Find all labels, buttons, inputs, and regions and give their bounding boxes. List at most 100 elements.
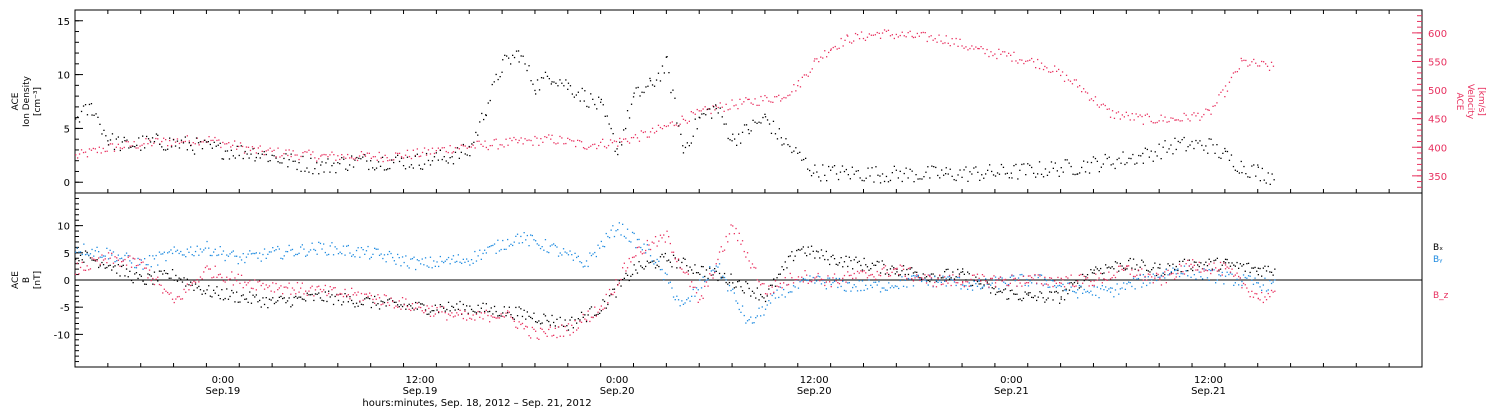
by-series-point [883,287,885,289]
velocity-series-point [292,150,294,152]
by-series-point [306,254,308,256]
bx-series-point [298,296,300,298]
bx-series-point [1109,267,1112,269]
bx-series-point [513,318,515,320]
density-series-point [616,148,618,150]
density-series-point [1241,172,1243,174]
bz-series-point [459,309,461,311]
velocity-series-point [115,146,117,148]
density-series-point [452,163,455,165]
velocity-series-point [733,105,735,107]
velocity-series-point [605,147,608,149]
bz-series-point [513,320,515,322]
density-series-point [973,167,975,169]
velocity-series-point [586,148,588,150]
by-series-point [1101,285,1103,287]
velocity-series-point [283,153,285,155]
by-series-point [421,258,423,260]
bz-series-point [786,284,788,286]
by-series-point [272,247,274,249]
density-series-point [211,147,213,149]
bz-series-point [139,258,141,261]
bz-series-point [707,285,709,287]
velocity-series-point [1259,65,1261,67]
x-tick-time: 12:00 [406,375,435,386]
density-series-point [1216,144,1218,146]
velocity-series-point [1013,51,1015,53]
bx-series-point [433,310,435,312]
bz-series-point [477,310,479,313]
velocity-series-point [1199,119,1201,121]
by-series-point [122,259,124,261]
by-series-point [1241,284,1243,287]
by-series-point [1078,284,1080,287]
velocity-series-point [1135,113,1137,115]
bx-series-point [730,273,732,275]
by-series-point [600,240,602,243]
velocity-series-point [787,94,789,97]
bz-series-point [1009,282,1011,284]
bx-series-point [162,273,164,275]
velocity-series-point [82,151,85,154]
bz-series-point [761,283,763,285]
bx-series-point [474,311,476,313]
density-series-point [670,91,672,94]
velocity-series-point [694,113,696,115]
velocity-series-point [96,151,98,154]
by-series-point [416,259,418,261]
velocity-series-point [224,143,226,145]
bx-series-point [1246,263,1248,265]
bz-series-point [199,276,202,278]
bz-series-point [130,266,133,268]
density-series-point [176,140,179,142]
bz-series-point [704,285,706,287]
bx-series-point [355,302,358,304]
by-series-point [1264,277,1266,279]
bx-series-point [142,280,144,282]
bx-series-point [824,258,826,261]
density-series-point [745,124,748,126]
bx-series-point [324,291,326,293]
density-series-point [715,104,717,106]
density-series-point [321,161,323,163]
by-series-point [737,302,739,304]
density-series-point [513,56,516,59]
by-series-point [830,283,832,286]
bz-series-point [1017,279,1020,281]
bz-series-point [1172,272,1174,275]
by-series-point [1065,290,1067,292]
by-series-point [1160,275,1163,277]
bx-series-point [1155,274,1158,277]
bx-series-point [898,275,900,277]
bz-series-point [369,292,371,294]
bz-series-point [850,274,852,276]
velocity-series-point [774,96,776,98]
by-series-point [451,258,453,260]
by-series-point [405,255,407,257]
velocity-series-point [1146,113,1148,115]
bx-series-point [372,301,374,304]
by-series-point [801,280,803,282]
density-series-point [723,123,725,125]
velocity-series-point [230,146,232,148]
bz-series-point [564,325,566,328]
bx-series-point [122,264,124,266]
bz-series-point [84,269,87,271]
density-series-point [959,169,961,171]
by-series-point [654,261,657,264]
by-series-point [365,250,368,252]
density-series-point [360,158,362,160]
by-series-point [1198,271,1200,273]
density-series-point [841,165,844,167]
bx-series-point [921,278,923,280]
bx-series-point [206,289,208,291]
by-series-point [1131,285,1133,288]
density-series-point [839,171,842,173]
bx-series-point [263,303,266,306]
bz-series-point [638,246,640,248]
velocity-series-point [188,140,190,142]
bz-series-point [1045,283,1048,285]
by-series-point [1059,284,1061,287]
velocity-series-point [688,120,690,122]
velocity-series-point [646,136,648,138]
